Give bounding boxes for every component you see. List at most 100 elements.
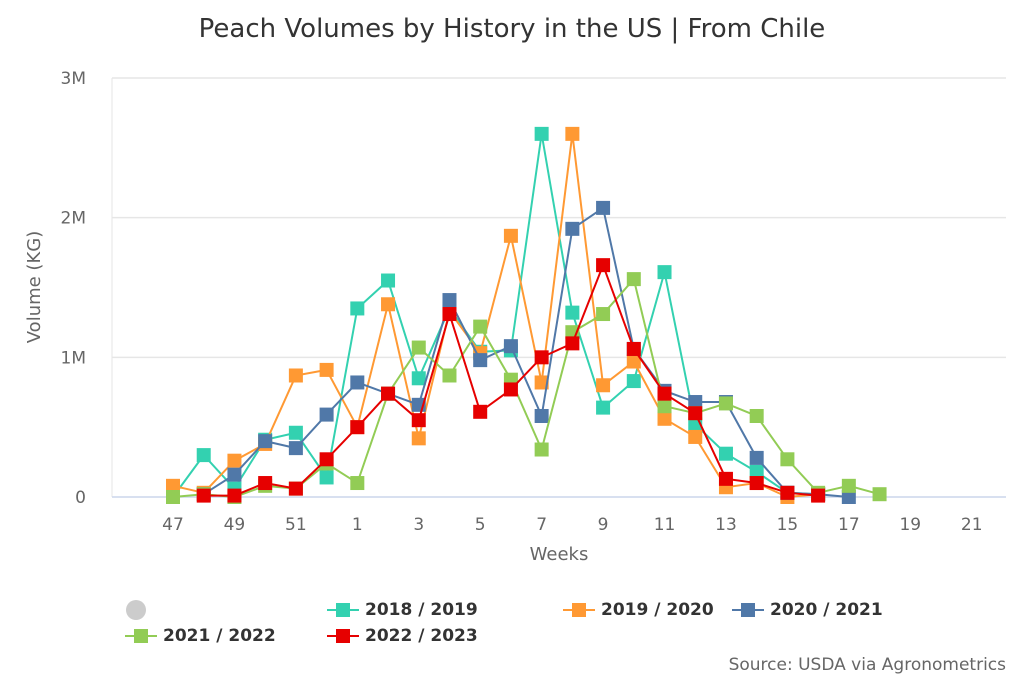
legend-hidden-series-dot[interactable] [126, 600, 146, 620]
x-tick-label: 21 [961, 515, 983, 535]
x-tick-label: 1 [352, 515, 363, 535]
x-tick-label: 47 [162, 515, 184, 535]
data-point [718, 471, 733, 486]
data-point [718, 396, 733, 411]
legend-item[interactable]: 2018 / 2019 [327, 600, 478, 620]
x-tick-label: 15 [777, 515, 799, 535]
y-tick-label: 3M [61, 69, 86, 89]
x-axis-label: Weeks [530, 544, 589, 565]
data-point [626, 354, 641, 369]
data-point [411, 413, 426, 428]
series-2022-2023 [196, 258, 826, 503]
data-point [473, 319, 488, 334]
legend-item[interactable]: 2021 / 2022 [125, 626, 276, 646]
data-point [319, 362, 334, 377]
legend-symbol [732, 603, 764, 617]
legend-symbol [327, 629, 359, 643]
data-point [841, 490, 856, 504]
data-point [288, 441, 303, 456]
data-point [381, 386, 396, 401]
data-point [288, 368, 303, 383]
data-point [381, 273, 396, 288]
data-point [196, 488, 211, 503]
data-point [350, 420, 365, 435]
data-point [657, 265, 672, 280]
x-tick-label: 19 [899, 515, 921, 535]
x-tick-label: 5 [475, 515, 486, 535]
y-axis-label: Volume (KG) [24, 231, 45, 343]
data-point [565, 221, 580, 236]
legend-item[interactable]: 2022 / 2023 [327, 626, 478, 646]
data-point [227, 467, 242, 482]
legend-label: 2022 / 2023 [365, 626, 478, 646]
data-point [319, 452, 334, 467]
x-tick-label: 11 [654, 515, 676, 535]
data-point [626, 272, 641, 287]
data-point [288, 481, 303, 496]
data-point [166, 490, 180, 504]
data-point [718, 446, 733, 461]
data-point [227, 453, 242, 468]
data-point [626, 341, 641, 356]
data-point [749, 464, 764, 479]
source-credit: Source: USDA via Agronometrics [728, 655, 1006, 675]
data-point [411, 371, 426, 386]
data-point [811, 488, 826, 503]
data-point [534, 350, 549, 365]
y-tick-label: 0 [75, 488, 86, 508]
data-point [749, 476, 764, 491]
legend-item[interactable]: 2019 / 2020 [563, 600, 714, 620]
data-point [473, 404, 488, 419]
x-tick-label: 9 [598, 515, 609, 535]
data-point [596, 400, 611, 415]
data-point [442, 368, 457, 383]
data-point [381, 297, 396, 312]
legend-symbol [327, 603, 359, 617]
data-point [350, 476, 365, 491]
x-tick-label: 13 [715, 515, 737, 535]
x-tick-label: 49 [224, 515, 246, 535]
data-point [258, 434, 273, 449]
data-point [411, 340, 426, 355]
x-tick-label: 3 [413, 515, 424, 535]
data-point [442, 293, 457, 308]
data-point [596, 258, 611, 273]
data-point [288, 425, 303, 440]
legend-label: 2019 / 2020 [601, 600, 714, 620]
legend-label: 2020 / 2021 [770, 600, 883, 620]
x-tick-label: 7 [536, 515, 547, 535]
data-point [534, 408, 549, 423]
data-point [596, 200, 611, 215]
data-point [534, 442, 549, 457]
data-point [258, 476, 273, 491]
data-point [657, 399, 672, 414]
data-point [503, 382, 518, 397]
x-tick-label: 51 [285, 515, 307, 535]
legend-label: 2018 / 2019 [365, 600, 478, 620]
data-point [565, 305, 580, 320]
data-point [565, 336, 580, 351]
legend-label: 2021 / 2022 [163, 626, 276, 646]
data-point [841, 478, 856, 493]
chart-title: Peach Volumes by History in the US | Fro… [198, 14, 826, 44]
data-point [565, 126, 580, 141]
data-point [596, 307, 611, 322]
data-point [319, 470, 334, 485]
data-point [688, 429, 703, 444]
data-point [350, 301, 365, 316]
data-point [688, 406, 703, 421]
series-line [172, 133, 819, 499]
data-point [350, 375, 365, 390]
data-point [166, 478, 180, 493]
data-point [688, 395, 703, 410]
data-point [749, 408, 764, 423]
legend-item[interactable]: 2020 / 2021 [732, 600, 883, 620]
y-tick-label: 1M [61, 348, 86, 368]
legend-symbol [563, 603, 595, 617]
data-point [196, 448, 211, 463]
data-point [780, 452, 795, 467]
data-point [534, 126, 549, 141]
data-point [503, 228, 518, 243]
data-point [780, 485, 795, 500]
x-tick-label: 17 [838, 515, 860, 535]
